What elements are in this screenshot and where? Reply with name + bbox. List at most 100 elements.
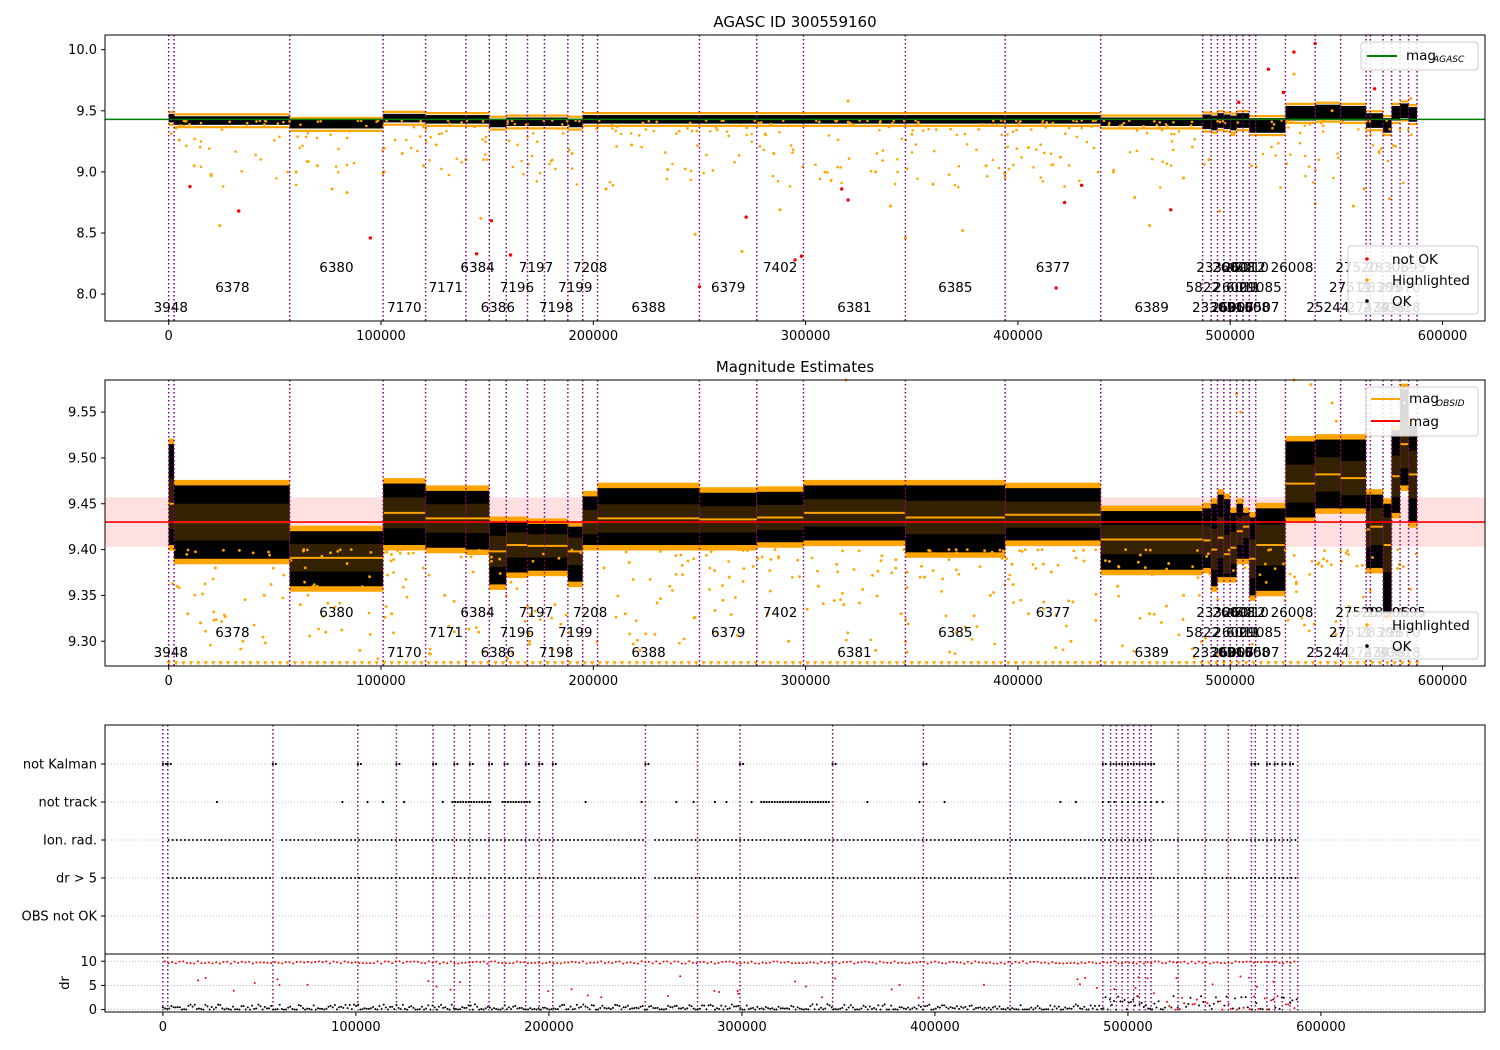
dr-gt-5-point <box>856 877 859 879</box>
dr-clipped-point <box>904 962 907 965</box>
dr-point <box>350 1008 353 1011</box>
ion-rad-point <box>224 839 227 841</box>
highlighted-point <box>460 160 464 164</box>
not-kalman-point <box>1101 762 1104 766</box>
highlighted-point <box>1019 598 1023 602</box>
ion-rad-point <box>200 839 203 841</box>
not-kalman-point <box>1129 762 1133 766</box>
ion-rad-point <box>187 839 190 841</box>
dr-gt-5-point <box>1257 877 1260 879</box>
ion-rad-point <box>212 839 215 841</box>
dr-point <box>915 1007 918 1010</box>
dr-point <box>1236 1008 1239 1011</box>
highlighted-point <box>345 562 349 565</box>
highlighted-point <box>615 145 618 148</box>
highlighted-point <box>565 119 569 123</box>
not-track-point <box>512 800 515 804</box>
dr-ytick-label: 0 <box>89 1003 97 1018</box>
dr-gt-5-point <box>771 877 774 879</box>
ion-rad-point <box>698 839 701 841</box>
dr-clipped-point <box>988 961 991 964</box>
not-kalman-point <box>471 762 474 766</box>
ion-rad-point <box>321 839 324 841</box>
highlighted-point <box>510 119 514 123</box>
highlighted-point <box>1042 607 1045 611</box>
dr-point <box>561 1003 564 1006</box>
ok-legend-label: OK <box>1392 294 1413 310</box>
below-range-marker <box>1318 661 1323 666</box>
dr-point <box>261 1008 264 1011</box>
ion-rad-point <box>556 839 559 841</box>
agasc-obsid-label: 6378 <box>215 280 249 296</box>
dr-point <box>960 1005 963 1008</box>
not-track-point <box>483 800 486 804</box>
highlighted-point <box>1368 119 1372 123</box>
dr-point <box>166 1008 169 1011</box>
dr-point <box>539 1008 542 1011</box>
ion-rad-point <box>1128 839 1131 841</box>
agasc-obsid-label: 23306 <box>1196 260 1239 276</box>
dr-point <box>720 1004 723 1007</box>
dr-gt-5-point <box>820 877 823 879</box>
ion-rad-point <box>1031 839 1034 841</box>
highlighted-point <box>836 165 839 169</box>
dr-point <box>268 1007 271 1010</box>
highlighted-point <box>303 566 307 570</box>
highlighted-point <box>169 132 173 135</box>
highlighted-point <box>1135 149 1139 153</box>
highlighted-point <box>404 138 408 142</box>
ion-rad-point <box>260 839 263 841</box>
highlighted-point <box>383 146 386 150</box>
magnitude-xtick-label: 600000 <box>1418 674 1468 689</box>
dr-point <box>1130 1000 1133 1003</box>
below-range-marker <box>486 661 491 666</box>
highlighted-point <box>829 178 833 182</box>
highlighted-point <box>448 122 451 126</box>
dr-point <box>501 1007 504 1010</box>
ion-rad-point <box>755 839 758 841</box>
dr-ytick-label: 5 <box>89 979 97 994</box>
highlighted-point <box>663 151 667 154</box>
not-track-point <box>475 800 478 804</box>
highlighted-point <box>1322 557 1325 561</box>
dr-point <box>480 1007 483 1010</box>
highlighted-point <box>273 139 276 142</box>
ion-rad-point <box>1043 839 1046 841</box>
highlighted-point <box>223 613 226 617</box>
highlighted-point <box>1356 128 1360 131</box>
highlighted-point <box>437 132 441 136</box>
not-kalman-point <box>1121 762 1124 766</box>
dr-clipped-point <box>1040 961 1043 964</box>
highlighted-point <box>1181 618 1185 621</box>
dr-point <box>204 1003 207 1006</box>
dr-gt-5-point <box>1278 877 1281 879</box>
dr-clipped-point <box>1065 962 1068 965</box>
ion-rad-point <box>722 839 725 841</box>
highlighted-point <box>447 624 451 628</box>
highlighted-point <box>963 132 967 136</box>
dr-clipped-point <box>295 961 298 964</box>
highlighted-point <box>1287 126 1290 129</box>
dr-point <box>1081 1007 1084 1010</box>
highlighted-point <box>1334 620 1338 623</box>
dr-point <box>342 1006 345 1009</box>
highlighted-point <box>840 181 843 185</box>
not-kalman-point <box>647 762 650 766</box>
ion-rad-point <box>1075 839 1078 841</box>
dr-clipped-point <box>559 962 562 965</box>
dr-point <box>811 1003 814 1006</box>
dr-clipped-point <box>999 961 1002 964</box>
dr-point <box>164 1007 167 1010</box>
dr-clipped-point <box>867 961 870 964</box>
dr-gt-5-point <box>617 877 620 879</box>
not-track-point <box>803 800 806 804</box>
highlighted-point <box>954 548 958 551</box>
highlighted-point <box>368 633 372 636</box>
dr-clipped-point <box>647 960 650 963</box>
dr-clipped-point <box>556 961 559 964</box>
ok-obs-band <box>582 496 598 545</box>
highlighted-point <box>1277 142 1280 145</box>
magnitude-xtick-label: 0 <box>165 674 173 689</box>
dr-point <box>531 1008 534 1011</box>
not-track-point <box>795 800 798 804</box>
